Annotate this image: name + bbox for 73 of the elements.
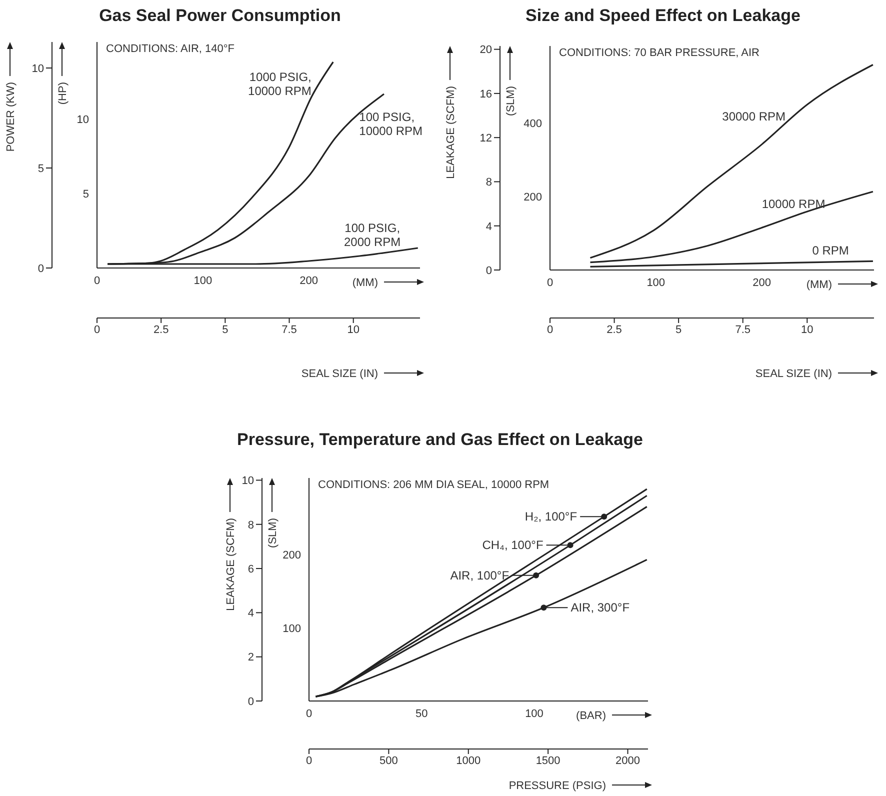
- annotation: CONDITIONS: 206 MM DIA SEAL, 10000 RPM: [318, 479, 550, 491]
- x2-tick-label: 0: [94, 324, 100, 336]
- x-tick-label: 50: [416, 708, 428, 720]
- x2-tick-label: 5: [222, 324, 228, 336]
- x2-tick-label: 1000: [456, 754, 481, 767]
- y-tick-label: 0: [486, 264, 492, 277]
- x2-tick-label: 5: [676, 324, 682, 336]
- y-tick-label: 0: [38, 262, 44, 275]
- annotation: 100 PSIG, 10000 RPM: [359, 110, 423, 138]
- x-tick-label: 0: [306, 708, 312, 720]
- y-tick-label: 12: [480, 132, 492, 144]
- x-axis-title: (BAR): [576, 710, 606, 722]
- annotation: H₂, 100°F: [524, 510, 578, 524]
- x-axis-title: (MM): [352, 277, 378, 289]
- y-tick-label: 0: [248, 696, 254, 708]
- annotation: 30000 RPM: [722, 110, 786, 124]
- x2-tick-label: 10: [801, 324, 814, 336]
- annotation: CONDITIONS: AIR, 140°F: [106, 43, 235, 55]
- annotation: AIR, 100°F: [450, 568, 510, 582]
- x-tick-label: 0: [546, 276, 554, 289]
- y2-tick-label: 400: [524, 118, 542, 130]
- x2-axis-title: SEAL SIZE (IN): [755, 368, 832, 380]
- chart-title: Pressure, Temperature and Gas Effect on Leakage: [236, 430, 644, 451]
- y-tick-label: 8: [486, 176, 492, 189]
- y-tick-label: 10: [32, 62, 44, 75]
- x-tick-label: 100: [525, 708, 544, 720]
- annotation: 0 RPM: [812, 243, 849, 258]
- x2-tick-label: 2.5: [606, 324, 622, 336]
- x2-tick-label: 0: [306, 754, 312, 767]
- y-tick-label: 20: [480, 44, 492, 56]
- chart-title: Gas Seal Power Consumption: [98, 6, 342, 27]
- x2-tick-label: 500: [380, 754, 398, 767]
- x2-tick-label: 2.5: [153, 324, 169, 336]
- y2-tick-label: 200: [524, 191, 542, 204]
- x2-tick-label: 1500: [536, 754, 560, 767]
- annotation: CONDITIONS: 70 BAR PRESSURE, AIR: [559, 47, 760, 59]
- x2-tick-label: 0: [546, 324, 554, 336]
- y2-axis-title: (SLM): [267, 518, 279, 548]
- y2-axis-title: (SLM): [505, 86, 517, 116]
- y-tick-label: 6: [248, 563, 254, 576]
- x2-axis-title: SEAL SIZE (IN): [301, 368, 378, 380]
- x-tick-label: 0: [94, 274, 100, 287]
- x-tick-label: 200: [752, 276, 771, 289]
- annotation: AIR, 300°F: [570, 600, 630, 615]
- x2-tick-label: 7.5: [282, 324, 297, 336]
- y-axis-title: LEAKAGE (SCFM): [445, 86, 457, 179]
- y-tick-label: 4: [486, 220, 492, 233]
- x2-tick-label: 2000: [616, 754, 640, 767]
- y2-tick-label: 10: [76, 114, 89, 126]
- y-tick-label: 4: [248, 608, 254, 620]
- x-tick-label: 100: [646, 276, 666, 289]
- annotation: CH₄, 100°F: [482, 538, 544, 552]
- x2-tick-label: 10: [347, 324, 360, 336]
- y2-tick-label: 5: [82, 188, 89, 201]
- chart-title: Size and Speed Effect on Leakage: [524, 6, 802, 27]
- y2-axis-title: (HP): [57, 82, 69, 105]
- y-axis-title: POWER (KW): [5, 82, 17, 152]
- y-tick-label: 8: [248, 519, 254, 532]
- x-tick-label: 100: [194, 274, 212, 287]
- annotation: 1000 PSIG, 10000 RPM: [248, 70, 312, 98]
- x-axis-title: (MM): [806, 279, 832, 291]
- y-tick-label: 2: [248, 652, 254, 664]
- x-tick-label: 200: [300, 274, 318, 287]
- y2-tick-label: 200: [282, 550, 301, 562]
- y2-tick-label: 100: [282, 622, 301, 635]
- y-tick-label: 5: [38, 162, 44, 175]
- y-tick-label: 16: [480, 88, 492, 100]
- y-tick-label: 10: [242, 475, 254, 488]
- annotation: 10000 RPM: [762, 196, 826, 211]
- x2-tick-label: 7.5: [735, 324, 751, 336]
- annotation: 100 PSIG, 2000 RPM: [344, 221, 401, 249]
- y-axis-title: LEAKAGE (SCFM): [225, 518, 237, 611]
- x2-axis-title: PRESSURE (PSIG): [508, 780, 606, 792]
